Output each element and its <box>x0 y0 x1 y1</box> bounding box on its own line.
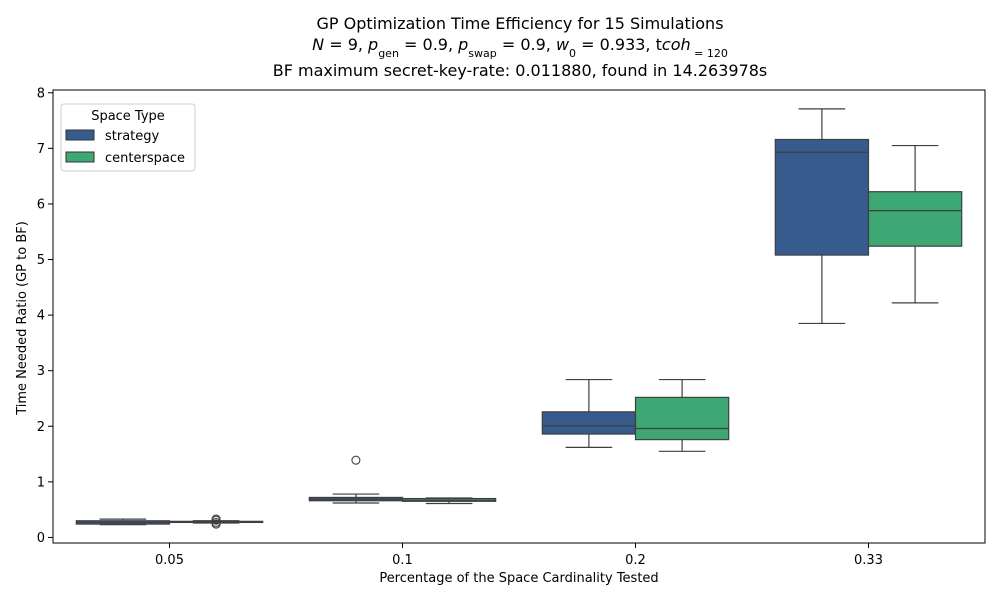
y-tick-label: 7 <box>37 142 45 157</box>
x-tick-label: 0.05 <box>155 553 184 568</box>
box-strategy-0.33 <box>774 108 870 325</box>
box-strategy-0.1 <box>308 455 404 504</box>
y-tick-label: 3 <box>37 364 45 379</box>
box-centerspace-0.2 <box>634 378 730 452</box>
outlier-point <box>211 514 221 524</box>
y-tick-label: 0 <box>37 531 45 546</box>
title-line-2: N = 9, pgen = 0.9, pswap = 0.9, w0 = 0.9… <box>312 35 728 60</box>
plot-area: 0 1 2 3 4 5 6 7 8 0.05 0.1 0.2 0.33 <box>37 86 986 568</box>
box-centerspace-0.33 <box>867 144 963 304</box>
plot-frame <box>52 89 986 544</box>
chart-title: GP Optimization Time Efficiency for 15 S… <box>273 14 768 80</box>
box-iqr <box>867 191 963 247</box>
y-tick-label: 5 <box>37 253 45 268</box>
box-iqr <box>774 138 870 256</box>
title-line-3: BF maximum secret-key-rate: 0.011880, fo… <box>273 61 768 80</box>
box-iqr <box>634 396 730 441</box>
box-centerspace-0.05 <box>168 514 264 529</box>
legend-label-centerspace: centerspace <box>105 151 185 166</box>
legend-swatch-centerspace <box>65 151 95 163</box>
box-centerspace-0.1 <box>401 497 497 505</box>
legend: Space Type strategy centerspace <box>60 103 196 172</box>
x-tick-label: 0.2 <box>625 553 646 568</box>
box-strategy-0.2 <box>541 378 637 448</box>
box-iqr <box>541 411 637 435</box>
x-tick-label: 0.1 <box>392 553 413 568</box>
outlier-point <box>351 455 361 465</box>
y-tick-label: 4 <box>37 309 45 324</box>
y-tick-label: 8 <box>37 86 45 101</box>
x-axis-label: Percentage of the Space Cardinality Test… <box>379 571 658 586</box>
title-line-1: GP Optimization Time Efficiency for 15 S… <box>316 14 723 33</box>
outlier-point <box>211 517 221 527</box>
y-axis-label: Time Needed Ratio (GP to BF) <box>15 221 30 416</box>
y-tick-label: 2 <box>37 420 45 435</box>
legend-title: Space Type <box>91 109 165 124</box>
x-tick-label: 0.33 <box>854 553 883 568</box>
y-tick-label: 6 <box>37 197 45 212</box>
box-strategy-0.05 <box>75 518 171 526</box>
y-tick-label: 1 <box>37 475 45 490</box>
legend-swatch-strategy <box>65 129 95 141</box>
legend-label-strategy: strategy <box>105 129 160 144</box>
